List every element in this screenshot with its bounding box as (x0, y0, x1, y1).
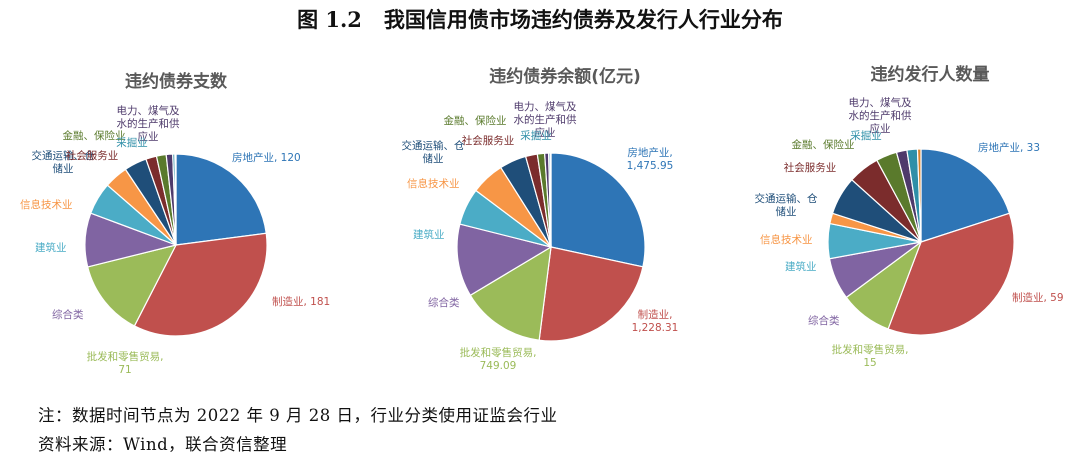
data-label-建筑业: 建筑业 (413, 228, 445, 241)
data-label-制造业: 制造业, 181 (272, 295, 330, 308)
figure-title-text: 我国信用债市场违约债券及发行人行业分布 (383, 7, 783, 32)
data-label-制造业: 制造业, 59 (1012, 291, 1064, 304)
data-label-房地产业: 房地产业, 120 (232, 151, 301, 164)
data-source: 资料来源：Wind，联合资信整理 (38, 435, 288, 454)
pie-slice-制造业 (133, 232, 268, 337)
data-label-采掘业: 采掘业 (116, 136, 148, 149)
figure-title: 图 1.2 我国信用债市场违约债券及发行人行业分布 (0, 4, 1080, 34)
pie-slice-批发和零售贸易 (86, 244, 178, 327)
pie-slice-制造业 (887, 212, 1015, 336)
data-label-交通运输仓储业: 交通运输、仓储业 (402, 139, 465, 165)
data-label-社会服务业: 社会服务业 (66, 149, 119, 162)
data-note: 注：数据时间节点为 2022 年 9 月 28 日，行业分类使用证监会行业 (38, 406, 558, 425)
data-label-建筑业: 建筑业 (785, 260, 817, 273)
data-label-金融保险业: 金融、保险业 (444, 114, 507, 127)
data-label-房地产业: 房地产业, 1,475.95 (627, 146, 674, 172)
data-label-电力煤气及水的生产和供应业: 电力、煤气及水的生产和供应业 (849, 96, 912, 135)
data-label-采掘业: 采掘业 (850, 129, 882, 142)
data-label-综合类: 综合类 (52, 308, 84, 321)
data-label-批发和零售贸易: 批发和零售贸易, 71 (87, 350, 164, 376)
data-label-房地产业: 房地产业, 33 (978, 141, 1040, 154)
pie-title: 违约债券余额(亿元) (489, 66, 641, 87)
data-label-建筑业: 建筑业 (35, 241, 67, 254)
data-label-交通运输仓储业: 交通运输、仓储业 (755, 192, 818, 218)
pie-chart-2: 违约债券余额(亿元) 房地产业, 1,475.95 制造业, 1,228.31 批发和零售… (402, 66, 679, 372)
data-label-制造业: 制造业, 1,228.31 (632, 308, 679, 334)
pie-slice-综合类 (456, 223, 553, 297)
data-label-社会服务业: 社会服务业 (462, 134, 515, 147)
pie-slice-房地产业 (175, 153, 267, 246)
pie-slice-other (916, 148, 922, 243)
data-label-金融保险业: 金融、保险业 (792, 138, 855, 151)
pie-slice-批发和零售贸易 (469, 245, 552, 341)
data-label-电力煤气及水的生产和供应业: 电力、煤气及水的生产和供应业 (514, 100, 577, 139)
data-label-信息技术业: 信息技术业 (20, 198, 73, 211)
pie-title: 违约发行人数量 (871, 64, 990, 85)
data-label-信息技术业: 信息技术业 (760, 233, 813, 246)
pie-slice-制造业 (538, 246, 644, 342)
data-label-交通运输仓储业: 交通运输、仓储业 (32, 149, 95, 175)
pie-slice-房地产业 (550, 152, 646, 268)
pie-slice-房地产业 (920, 148, 1011, 243)
data-label-信息技术业: 信息技术业 (407, 177, 460, 190)
data-label-金融保险业: 金融、保险业 (63, 129, 126, 142)
pie-title: 违约债券支数 (125, 71, 228, 92)
pie-slice-other (549, 152, 552, 248)
pie-slice-other (174, 153, 177, 246)
data-label-社会服务业: 社会服务业 (784, 161, 837, 174)
data-label-综合类: 综合类 (428, 296, 460, 309)
data-label-批发和零售贸易: 批发和零售贸易, 749.09 (460, 346, 537, 372)
data-label-电力煤气及水的生产和供应业: 电力、煤气及水的生产和供应业 (117, 104, 180, 143)
data-label-综合类: 综合类 (808, 314, 840, 327)
data-label-采掘业: 采掘业 (520, 129, 552, 142)
figure-number: 图 1.2 (297, 7, 362, 32)
data-label-批发和零售贸易: 批发和零售贸易, 15 (832, 343, 909, 369)
